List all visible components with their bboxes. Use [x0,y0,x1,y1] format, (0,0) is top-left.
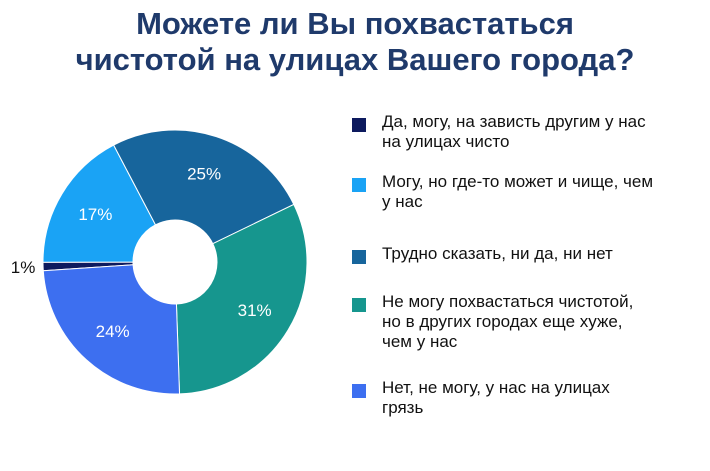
slice-hard-to-say [113,129,295,245]
legend-swatch [352,250,366,264]
slice-no-dirty [42,264,181,395]
legend-label-line: Нет, не могу, у нас на улицах [382,378,610,397]
chart-title-line-2: чистотой на улицах Вашего города? [75,42,635,77]
data-label: 17% [78,205,112,224]
legend-label-line: чем у нас [382,332,458,351]
data-label: 31% [238,301,272,320]
data-label: 25% [187,165,221,184]
legend-label-line: на улицах чисто [382,132,510,151]
legend-label-line: грязь [382,398,424,417]
legend-swatch [352,298,366,312]
legend-label-line: Трудно сказать, ни да, ни нет [382,244,613,263]
slice-no-but-others-worse [175,203,308,395]
legend-label-line: у нас [382,192,423,211]
chart-title-line-1: Можете ли Вы похвастаться [136,6,574,41]
legend-label: Да, могу, на зависть другим у нас на ули… [382,112,692,152]
chart-title: Можете ли Вы похвастаться чистотой на ул… [0,6,710,78]
legend-label: Могу, но где-то может и чище, чем у нас [382,172,692,212]
legend-label-line: Не могу похвастаться чистотой, [382,292,634,311]
legend-label-line: но в других городах еще хуже, [382,312,623,331]
legend-swatch [352,384,366,398]
legend-swatch [352,178,366,192]
data-label: 24% [96,322,130,341]
legend-label: Не могу похвастаться чистотой, но в друг… [382,292,692,352]
donut-chart: 1% 17% 25% 31% 24% [11,129,308,395]
data-label: 1% [11,258,36,277]
legend-label: Нет, не могу, у нас на улицах грязь [382,378,692,418]
legend-label-line: Да, могу, на зависть другим у нас [382,112,646,131]
legend-swatch [352,118,366,132]
slice-yes-but [42,144,157,263]
legend-label: Трудно сказать, ни да, ни нет [382,244,692,264]
legend-label-line: Могу, но где-то может и чище, чем [382,172,654,191]
